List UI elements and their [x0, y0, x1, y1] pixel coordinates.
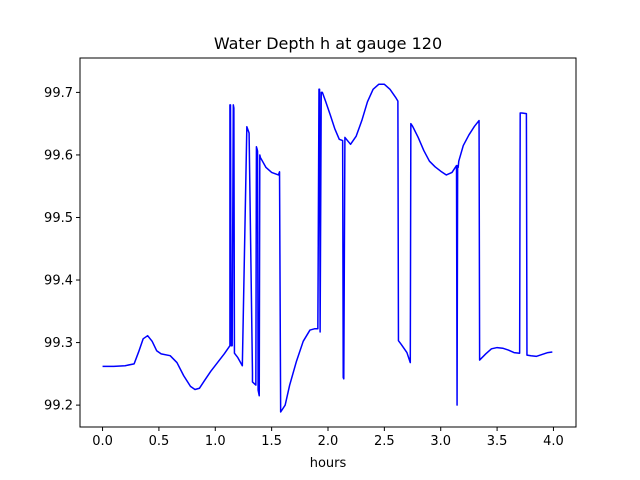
y-axis: 99.2 99.3 99.4 99.5 99.6 99.7	[44, 86, 80, 414]
y-tick-label: 99.4	[44, 274, 73, 289]
x-tick-label: 1.5	[261, 434, 282, 449]
y-tick-label: 99.6	[44, 148, 73, 163]
x-tick-label: 4.0	[543, 434, 564, 449]
x-tick-label: 0.0	[92, 434, 113, 449]
x-tick-label: 1.0	[205, 434, 226, 449]
series-line-1	[102, 83, 553, 413]
x-tick-label: 3.5	[487, 434, 508, 449]
y-tick-label: 99.3	[44, 336, 73, 351]
x-tick-label: 2.0	[318, 434, 339, 449]
x-axis-label: hours	[310, 456, 347, 471]
x-tick-label: 0.5	[149, 434, 170, 449]
y-tick-label: 99.7	[44, 86, 73, 101]
plot-area	[102, 83, 553, 413]
x-axis: 0.0 0.5 1.0 1.5 2.0 2.5 3.0 3.5 4.0	[92, 427, 564, 449]
chart-title: Water Depth h at gauge 120	[214, 34, 442, 53]
x-tick-label: 3.0	[430, 434, 451, 449]
y-tick-label: 99.5	[44, 211, 73, 226]
y-tick-label: 99.2	[44, 399, 73, 414]
x-tick-label: 2.5	[374, 434, 395, 449]
